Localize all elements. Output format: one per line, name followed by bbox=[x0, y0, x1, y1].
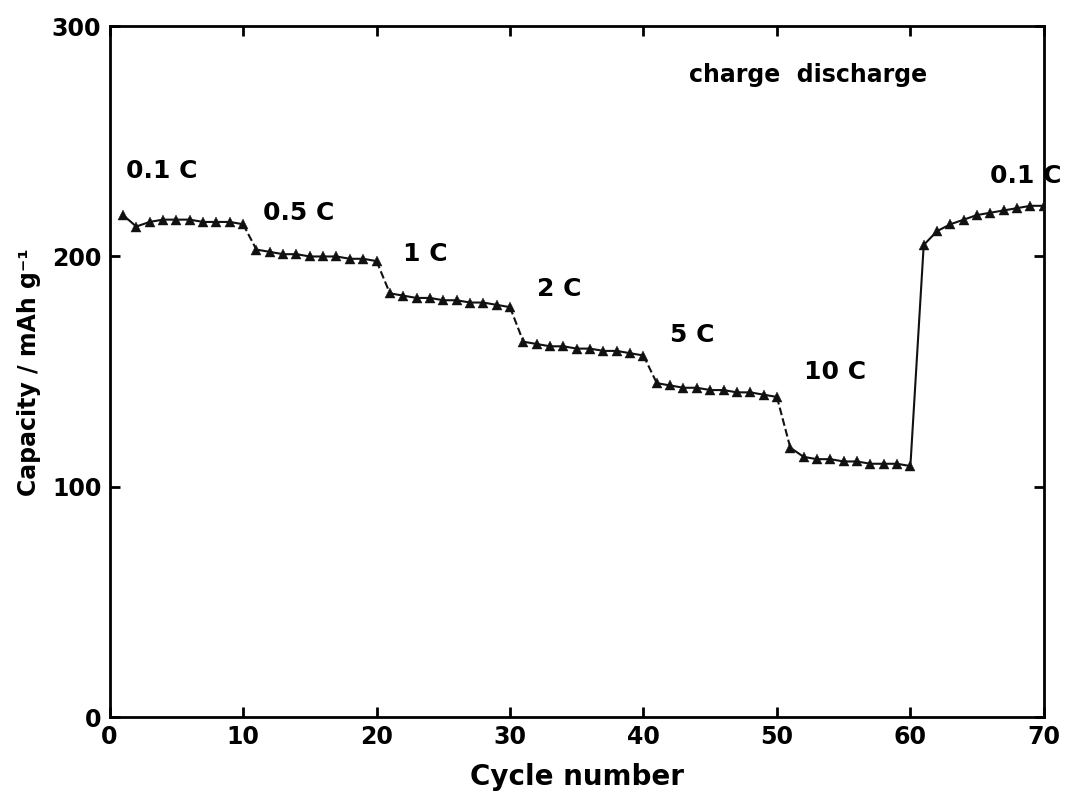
Y-axis label: Capacity / mAh g⁻¹: Capacity / mAh g⁻¹ bbox=[16, 248, 41, 495]
Text: 5 C: 5 C bbox=[670, 322, 714, 347]
Text: 1 C: 1 C bbox=[403, 242, 448, 266]
Text: charge  discharge: charge discharge bbox=[688, 62, 927, 86]
Text: 0.5 C: 0.5 C bbox=[263, 200, 335, 225]
X-axis label: Cycle number: Cycle number bbox=[469, 764, 684, 791]
Text: 2 C: 2 C bbox=[537, 276, 581, 301]
Text: 10 C: 10 C bbox=[803, 360, 866, 384]
Text: 0.1 C: 0.1 C bbox=[126, 159, 197, 183]
Text: 0.1 C: 0.1 C bbox=[991, 164, 1062, 187]
